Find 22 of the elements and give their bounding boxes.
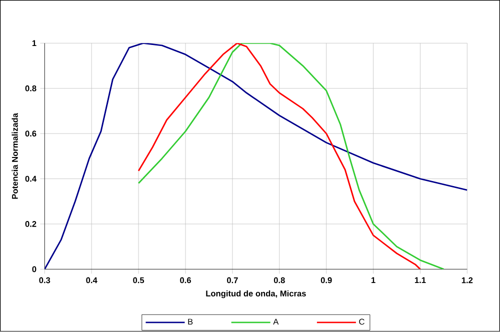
x-axis-title: Longitud de onda, Micras <box>206 290 306 298</box>
y-tick-label: 0 <box>32 266 36 272</box>
x-tick-label: 1 <box>371 278 376 284</box>
y-axis-title: Potencia Normalizada <box>12 113 18 200</box>
legend-label: C <box>359 318 364 325</box>
y-tick-label: 1 <box>32 40 36 46</box>
x-tick-label: 0.3 <box>39 278 50 284</box>
y-tick-label: 0.6 <box>25 130 36 137</box>
x-tick-label: 0.7 <box>226 278 238 284</box>
x-tick-label: 1.2 <box>462 278 473 284</box>
legend-label: A <box>273 319 279 325</box>
y-tick-label: 0.8 <box>25 86 36 92</box>
y-tick-label: 0.4 <box>25 176 36 182</box>
x-tick-label: 0.6 <box>180 278 191 284</box>
line-series <box>44 43 468 270</box>
x-tick-label: 0.8 <box>274 278 285 284</box>
legend-label: B <box>188 319 193 325</box>
x-tick-label: 0.4 <box>86 278 98 284</box>
x-tick-label: 0.5 <box>133 278 144 284</box>
x-tick-label: 1.1 <box>414 278 426 284</box>
y-tick-label: 0.2 <box>25 221 36 228</box>
x-tick-label: 0.9 <box>320 278 332 284</box>
